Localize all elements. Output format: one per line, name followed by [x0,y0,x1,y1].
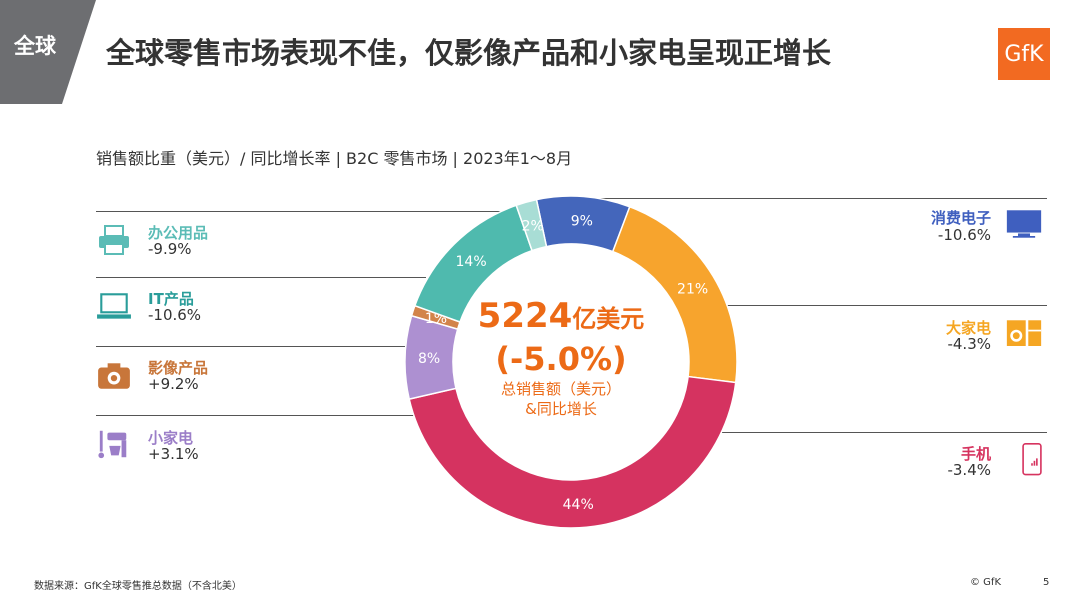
donut-center: 5224亿美元 (-5.0%) 总销售额（美元） &同比增长 [461,296,661,419]
divider-right-3 [722,432,1047,433]
category-small-appliance-change: +3.1% [148,445,199,463]
tv-icon [1006,210,1042,238]
category-it-name: IT产品 [148,290,194,308]
donut-slice-label-0: 9% [571,213,593,229]
region-label: 全球 [14,34,56,58]
chart-subtitle: 销售额比重（美元）/ 同比增长率 | B2C 零售市场 | 2023年1～8月 [96,149,573,168]
laptop-icon [97,293,131,319]
donut-slice-label-1: 21% [677,282,708,298]
total-growth: (-5.0%) [495,340,627,378]
total-sales-unit: 亿美元 [572,305,645,333]
category-ce-name: 消费电子 [930,209,991,227]
category-it-change: -10.6% [148,306,202,324]
category-mobile-name: 手机 [960,445,991,463]
total-sales-number: 5224 [477,296,573,336]
category-ce-change: -10.6% [937,226,991,244]
center-label-2: &同比增长 [525,400,597,418]
donut-slice-label-2: 44% [563,497,594,513]
divider-left-3 [96,346,411,347]
category-office-change: -9.9% [148,240,192,258]
donut-slice-label-3: 8% [418,351,440,367]
category-mobile-change: -3.4% [947,461,991,479]
divider-left-4 [96,415,416,416]
region-tag [0,0,96,104]
total-sales-amount: 5224亿美元 [461,296,661,339]
printer-icon [99,225,129,255]
category-small-appliance-name: 小家电 [148,429,194,447]
copyright: © GfK [970,577,1002,588]
donut-slice-label-6: 2% [522,218,544,234]
donut-slice-label-5: 14% [456,254,487,270]
phone-icon [1022,443,1042,476]
category-imaging-change: +9.2% [148,375,199,393]
mixer-icon [98,430,127,459]
divider-left-1 [96,211,516,212]
data-source: 数据来源：GfK全球零售推总数据（不含北美） [34,581,242,592]
category-office-name: 办公用品 [148,224,209,242]
appliance-icon [1006,320,1042,346]
category-ma-change: -4.3% [947,335,991,353]
page-number: 5 [1043,577,1050,588]
page-title: 全球零售市场表现不佳，仅影像产品和小家电呈现正增长 [106,36,832,70]
gfk-logo: GfK [998,28,1050,80]
category-imaging-name: 影像产品 [148,359,209,377]
camera-icon [98,363,130,389]
center-label-1: 总销售额（美元） [500,380,621,398]
donut-slice-6 [515,198,548,252]
donut-slice-2 [408,375,737,529]
divider-left-2 [96,277,426,278]
category-ma-name: 大家电 [945,319,991,337]
divider-right-1 [600,198,1047,199]
divider-right-2 [722,305,1047,306]
